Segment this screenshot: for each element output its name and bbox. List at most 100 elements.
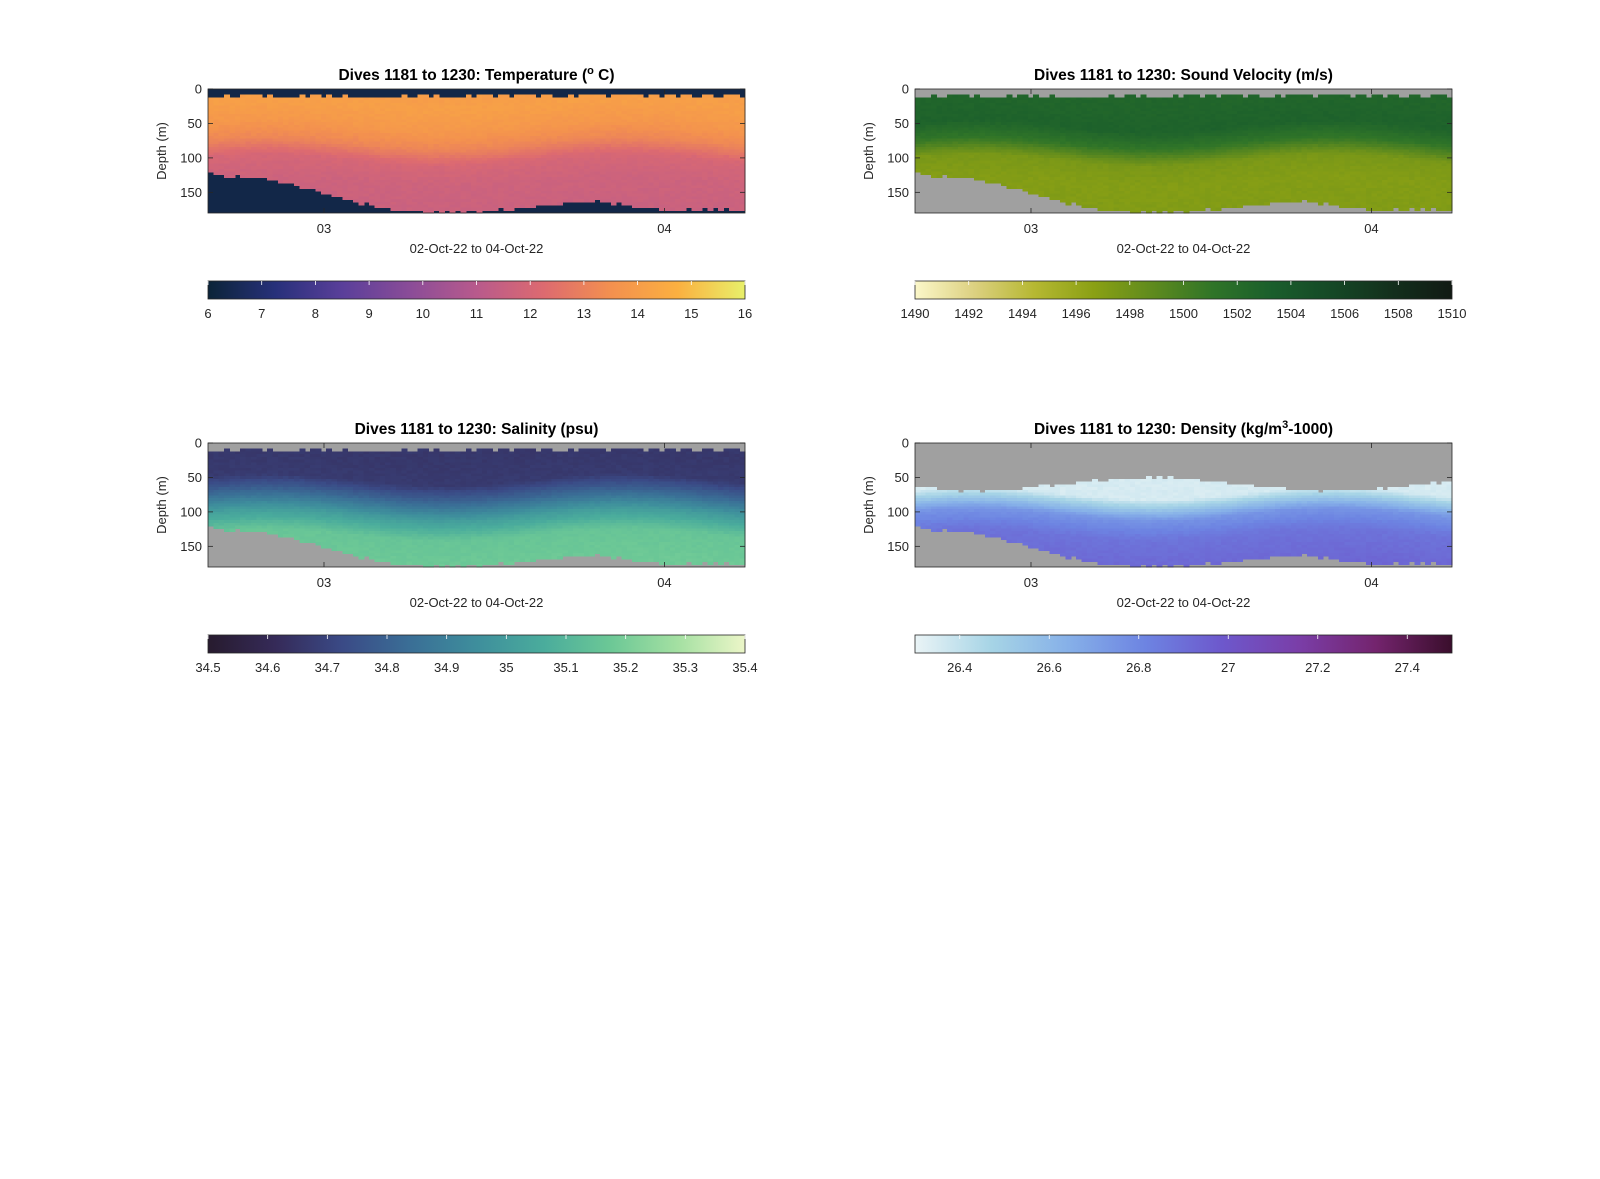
- heatmap-cell: [567, 199, 574, 203]
- heatmap-cell: [632, 111, 639, 115]
- heatmap-cell: [915, 119, 921, 123]
- heatmap-cell: [734, 108, 741, 112]
- heatmap-cell: [240, 119, 247, 123]
- heatmap-cell: [567, 144, 574, 148]
- heatmap-cell: [637, 201, 644, 206]
- heatmap-cell: [648, 111, 655, 115]
- heatmap-cell: [557, 177, 564, 181]
- heatmap-cell: [379, 102, 386, 107]
- heatmap-cell: [272, 113, 279, 118]
- heatmap-cell: [487, 166, 494, 170]
- heatmap-cell: [573, 171, 580, 176]
- heatmap-cell: [342, 141, 349, 145]
- heatmap-cell: [669, 127, 676, 131]
- heatmap-cell: [637, 182, 644, 187]
- heatmap-cell: [310, 149, 316, 153]
- heatmap-cell: [514, 146, 521, 151]
- heatmap-cell: [557, 108, 564, 112]
- heatmap-cell: [600, 108, 606, 112]
- heatmap-cell: [395, 199, 402, 203]
- heatmap-cell: [310, 119, 316, 123]
- heatmap-cell: [385, 174, 392, 178]
- heatmap-cell: [433, 102, 440, 107]
- heatmap-cell: [465, 166, 472, 170]
- heatmap-cell: [444, 204, 451, 209]
- heatmap-cell: [417, 105, 424, 109]
- heatmap-cell: [481, 108, 488, 112]
- heatmap-cell: [336, 182, 343, 187]
- heatmap-cell: [702, 141, 709, 145]
- heatmap-cell: [213, 111, 220, 115]
- heatmap-cell: [957, 130, 964, 134]
- heatmap-cell: [213, 149, 220, 153]
- heatmap-cell: [669, 100, 676, 104]
- heatmap-cell: [336, 177, 343, 181]
- heatmap-cell: [669, 149, 676, 153]
- chart-title-superscript: o: [587, 65, 594, 77]
- heatmap-cell: [514, 113, 521, 118]
- heatmap-cell: [508, 152, 515, 156]
- heatmap-cell: [648, 122, 655, 126]
- heatmap-cell: [460, 133, 467, 137]
- heatmap-cell: [546, 166, 553, 170]
- heatmap-cell: [428, 97, 435, 101]
- heatmap-cell: [492, 149, 499, 153]
- heatmap-cell: [390, 97, 397, 101]
- heatmap-cell: [637, 127, 644, 131]
- heatmap-cell: [519, 111, 526, 115]
- heatmap-cell: [267, 100, 274, 104]
- heatmap-cell: [374, 124, 381, 129]
- heatmap-cell: [326, 177, 333, 181]
- colorbar-tick-label: 11: [470, 306, 484, 321]
- heatmap-cell: [320, 100, 327, 104]
- heatmap-cell: [304, 144, 311, 148]
- heatmap-cell: [616, 190, 623, 195]
- heatmap-cell: [578, 174, 585, 178]
- heatmap-cell: [947, 138, 954, 142]
- heatmap-cell: [702, 155, 709, 159]
- heatmap-cell: [267, 177, 274, 181]
- heatmap-cell: [739, 127, 746, 131]
- heatmap-cell: [653, 177, 660, 181]
- heatmap-cell: [358, 100, 365, 104]
- heatmap-cell: [379, 193, 386, 198]
- heatmap-cell: [734, 127, 741, 131]
- heatmap-cell: [465, 171, 472, 176]
- heatmap-cell: [728, 160, 735, 164]
- heatmap-cell: [653, 179, 660, 184]
- heatmap-cell: [336, 100, 343, 104]
- heatmap-cell: [712, 199, 719, 203]
- heatmap-cell: [428, 201, 435, 206]
- heatmap-cell: [503, 190, 510, 195]
- heatmap-cell: [503, 160, 510, 164]
- heatmap-cell: [936, 113, 943, 118]
- heatmap-cell: [653, 130, 660, 134]
- heatmap-cell: [471, 188, 478, 192]
- heatmap-cell: [626, 179, 633, 184]
- heatmap-cell: [293, 168, 300, 173]
- heatmap-cell: [642, 141, 649, 145]
- heatmap-cell: [406, 201, 413, 206]
- heatmap-cell: [363, 199, 370, 203]
- heatmap-cell: [352, 113, 359, 118]
- heatmap-cell: [379, 100, 386, 104]
- heatmap-cell: [685, 157, 692, 162]
- heatmap-cell: [594, 168, 601, 173]
- heatmap-cell: [702, 190, 709, 195]
- heatmap-cell: [417, 111, 424, 115]
- heatmap-cell: [395, 113, 402, 118]
- heatmap-cell: [422, 100, 429, 104]
- heatmap-cell: [417, 166, 424, 170]
- heatmap-cell: [648, 116, 655, 120]
- heatmap-cell: [460, 196, 467, 200]
- heatmap-cell: [497, 113, 504, 118]
- heatmap-cell: [422, 193, 429, 198]
- heatmap-cell: [557, 102, 564, 107]
- heatmap-cell: [444, 105, 451, 109]
- heatmap-cell: [455, 207, 461, 211]
- heatmap-cell: [234, 100, 241, 104]
- heatmap-cell: [320, 174, 327, 178]
- heatmap-cell: [283, 168, 290, 173]
- heatmap-cell: [648, 193, 655, 198]
- heatmap-cell: [936, 130, 943, 134]
